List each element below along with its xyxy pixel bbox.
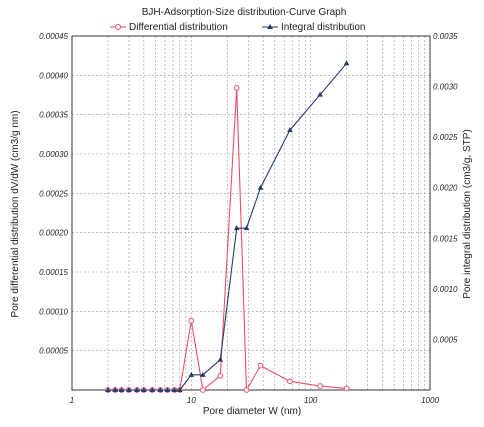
series-integral-point [134,387,140,392]
series-integral-point [233,225,240,231]
chart-title: BJH-Adsorption-Size distribution-Curve G… [142,7,347,18]
series-integral-point [112,387,118,392]
y-right-tick-label: 0.0020 [433,184,458,193]
series-differential-point [287,378,293,385]
series-integral-point [126,387,132,392]
series-integral-point [164,387,171,392]
series-integral-point [176,387,183,392]
y-axis-right-label: Pore integral distribution (cm3/g, STP) [462,129,473,299]
y-left-tick-label: 0.00010 [39,307,68,316]
series-integral-point [149,387,156,392]
series-integral-point [141,387,147,392]
y-left-tick-label: 0.00005 [39,347,68,356]
plot-frame [71,35,431,391]
series-integral-point [188,371,195,377]
y-left-tick-label: 0.00035 [39,111,68,120]
series-differential-point [188,317,195,324]
y-left-tick-label: 0.00045 [39,32,68,41]
series-differential-point [217,372,224,379]
legend-differential-label: Differential distribution [129,22,228,33]
x-axis-ticks: 1 10 100 1000 [70,396,440,405]
series-integral-point [243,225,250,231]
series-integral-point [217,356,224,362]
y-right-tick-label: 0.0015 [433,234,458,243]
y-axis-left-ticks: 0.00045 0.00040 0.00035 0.00030 0.00025 0.000… [39,32,68,356]
y-axis-left-label: Pore differential distribution dV/dW (cm… [10,110,21,317]
series-differential-point [317,383,324,389]
y-left-tick-label: 0.00030 [39,150,68,159]
series-differential-point [233,85,240,91]
series-integral-point [343,60,350,66]
y-right-tick-label: 0.0035 [433,32,458,41]
legend-integral-marker [267,24,273,29]
series-integral-point [257,184,264,190]
x-axis-label: Pore diameter W (nm) [203,406,301,417]
series-integral-point [200,371,206,377]
y-right-tick-label: 0.0010 [433,285,458,294]
series-differential-point [343,385,350,392]
series-integral-point [171,387,178,392]
series-differential-point [199,387,206,393]
grid [72,36,430,390]
x-tick-label: 1 [70,396,74,405]
series-differential-point [257,362,264,369]
series-differential-point [243,387,250,393]
series-integral-point [105,387,111,392]
x-tick-label: 100 [304,396,318,405]
y-left-tick-label: 0.00015 [39,268,68,277]
legend-differential-marker [115,24,121,30]
x-tick-label: 1000 [421,396,439,405]
y-left-tick-label: 0.00025 [39,189,68,198]
legend: Differential distribution Integral distr… [110,22,366,33]
series-integral-point [157,387,164,392]
series-integral-point [317,91,323,97]
y-right-tick-label: 0.0030 [433,83,458,92]
x-tick-label: 10 [187,396,196,405]
series-integral-point [118,387,125,392]
series-layer [105,60,350,393]
legend-integral-label: Integral distribution [281,22,366,33]
y-right-tick-label: 0.0005 [433,335,458,344]
y-right-tick-label: 0.0025 [433,133,458,142]
series-integral-point [287,127,293,133]
y-left-tick-label: 0.00040 [39,71,68,80]
y-axis-right-ticks: 0.0035 0.0030 0.0025 0.0020 0.0015 0.0010 0.00… [433,32,458,344]
y-left-tick-label: 0.00020 [39,229,68,238]
